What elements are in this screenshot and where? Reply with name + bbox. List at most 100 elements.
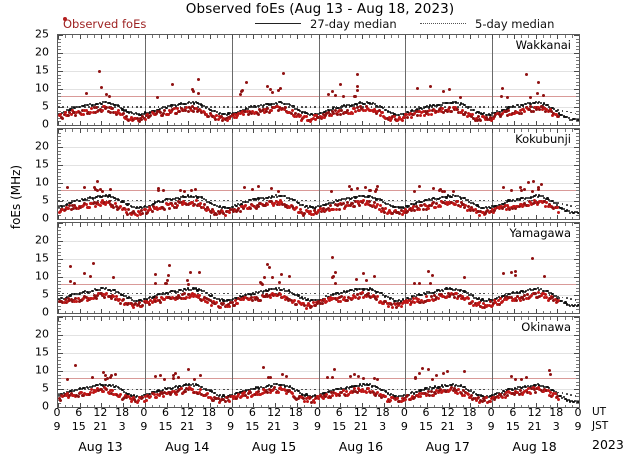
y-tick-label: 20 xyxy=(35,139,49,153)
x-tick xyxy=(325,223,327,226)
median-27day-point xyxy=(456,101,460,104)
observed-foes-point xyxy=(506,393,510,397)
median-5day-point xyxy=(344,292,347,295)
median-27day-point xyxy=(378,104,381,107)
median-27day-point xyxy=(310,205,313,208)
x-tick xyxy=(72,310,74,313)
median-27day-point xyxy=(230,205,233,208)
observed-foes-point xyxy=(236,114,240,118)
median-27day-point xyxy=(170,104,173,107)
x-tick-label-ut: 6 xyxy=(248,406,256,419)
x-tick xyxy=(253,317,255,321)
observed-foes-point xyxy=(378,203,382,207)
observed-foes-point xyxy=(311,213,315,217)
median-5day-point xyxy=(435,106,438,108)
median-27day-point xyxy=(328,109,331,112)
median-27day-point xyxy=(202,290,206,293)
median-27day-point xyxy=(458,196,461,199)
x-tick xyxy=(492,129,494,133)
median-27day-point xyxy=(121,200,124,203)
x-tick xyxy=(398,310,400,313)
x-tick xyxy=(217,122,219,125)
x-tick xyxy=(571,223,573,226)
observed-foes-point xyxy=(301,211,305,215)
observed-foes-point xyxy=(435,374,439,378)
median-27day-point xyxy=(375,198,378,201)
observed-foes-point xyxy=(170,109,174,113)
median-27day-point xyxy=(385,109,388,112)
x-tick xyxy=(79,215,81,219)
observed-foes-point xyxy=(196,78,200,82)
median-5day-point xyxy=(253,106,255,108)
median-27day-point xyxy=(357,194,360,197)
observed-foes-point xyxy=(415,86,419,90)
y-tick xyxy=(576,345,579,347)
x-tick xyxy=(484,122,486,125)
median-27day-point xyxy=(351,289,354,292)
median-27day-point xyxy=(310,298,313,301)
x-tick xyxy=(195,223,197,226)
x-tick xyxy=(311,223,313,226)
y-tick xyxy=(58,241,63,242)
y-tick-label: 5 xyxy=(42,99,49,113)
median-27day-point xyxy=(128,296,131,299)
observed-foes-point xyxy=(141,303,145,307)
x-tick xyxy=(137,129,139,132)
x-tick xyxy=(528,35,530,38)
x-tick xyxy=(231,129,233,133)
observed-foes-point xyxy=(355,105,359,109)
observed-foes-point xyxy=(386,117,390,121)
median-5day-point xyxy=(62,388,64,391)
y-tick xyxy=(576,291,579,293)
median-27day-point xyxy=(284,102,287,105)
x-tick xyxy=(463,122,465,125)
median-27day-point xyxy=(180,288,183,292)
x-tick xyxy=(390,122,392,125)
y-tick xyxy=(58,327,61,329)
observed-foes-point xyxy=(194,106,198,110)
x-tick xyxy=(275,121,277,125)
x-tick xyxy=(419,310,421,313)
median-27day-point xyxy=(154,201,157,204)
median-27day-point xyxy=(533,288,536,291)
median-27day-point xyxy=(233,204,237,207)
x-tick xyxy=(188,35,190,39)
median-27day-point xyxy=(556,204,559,207)
x-tick xyxy=(455,129,457,132)
median-27day-point xyxy=(279,288,282,291)
median-27day-point xyxy=(338,106,341,109)
median-27day-point xyxy=(575,305,578,308)
observed-foes-point xyxy=(440,110,444,114)
y-tick xyxy=(58,117,61,119)
day-label: Aug 13 xyxy=(78,439,123,454)
median-27day-point xyxy=(346,104,349,107)
observed-foes-point xyxy=(375,204,379,208)
median-27day-point xyxy=(189,195,193,198)
y-tick xyxy=(576,197,579,199)
observed-foes-point xyxy=(508,208,512,212)
median-27day-point xyxy=(443,102,447,105)
median-27day-point xyxy=(212,109,215,112)
y-tick xyxy=(576,74,579,76)
observed-foes-point xyxy=(136,302,140,306)
observed-foes-point xyxy=(528,108,532,112)
x-tick xyxy=(340,215,342,219)
observed-foes-point xyxy=(145,112,149,116)
observed-foes-point xyxy=(414,110,418,114)
x-tick xyxy=(325,216,327,219)
median-27day-point xyxy=(390,297,393,300)
observed-foes-point xyxy=(384,207,388,211)
observed-foes-point xyxy=(71,206,75,210)
median-5day-point xyxy=(492,388,494,391)
median-27day-point xyxy=(201,104,204,107)
x-tick xyxy=(267,317,269,320)
y-tick-label: 20 xyxy=(35,233,49,247)
median-27day-point xyxy=(577,118,579,121)
median-5day-point xyxy=(414,292,416,295)
observed-foes-point xyxy=(420,366,424,370)
observed-foes-point xyxy=(529,391,533,395)
observed-foes-point xyxy=(429,204,433,208)
x-tick xyxy=(332,317,334,320)
median-27day-point xyxy=(90,290,93,293)
median-5day-point xyxy=(236,106,238,108)
